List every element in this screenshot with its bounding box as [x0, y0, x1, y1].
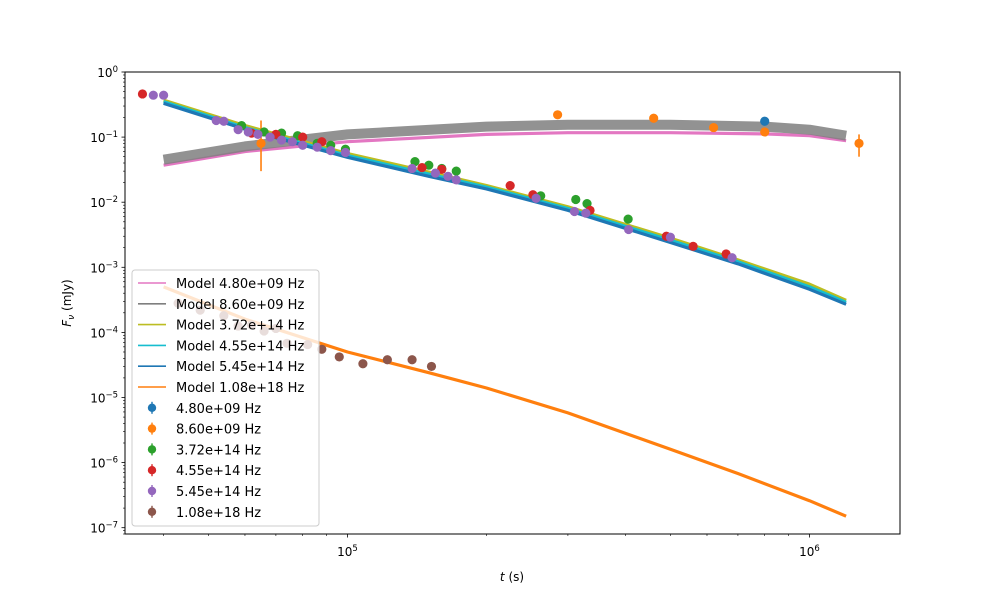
- legend-label: Model 4.80e+09 Hz: [176, 277, 304, 292]
- data-point: [624, 224, 634, 235]
- data-point: [137, 89, 148, 99]
- legend-label: Model 1.08e+18 Hz: [176, 381, 304, 396]
- data-point: [326, 146, 336, 156]
- y-tick-label: 100: [97, 65, 118, 80]
- data-point: [276, 135, 287, 145]
- y-tick-label: 10−6: [90, 456, 118, 471]
- data-point: [298, 132, 308, 142]
- legend-label: 4.80e+09 Hz: [176, 402, 261, 417]
- data-point: [256, 138, 266, 149]
- legend-box: [131, 269, 320, 527]
- data-point: [219, 116, 229, 126]
- data-point: [531, 193, 541, 203]
- data-point: [430, 168, 440, 178]
- legend-label: 4.55e+14 Hz: [176, 464, 261, 479]
- legend: Model 4.80e+09 Hz Model 8.60e+09 Hz Model …: [131, 269, 320, 527]
- data-point: [417, 162, 427, 173]
- data-point: [708, 122, 719, 133]
- data-point: [553, 110, 563, 120]
- data-point: [340, 147, 351, 158]
- data-point: [451, 166, 461, 176]
- data-point: [443, 171, 453, 181]
- legend-marker-swatch: [147, 486, 157, 496]
- data-point: [287, 137, 297, 147]
- data-point: [233, 125, 243, 135]
- data-point: [760, 127, 770, 137]
- data-point: [312, 142, 322, 152]
- data-point: [265, 132, 275, 142]
- data-point: [569, 206, 580, 217]
- legend-marker-swatch: [147, 424, 157, 433]
- data-point: [623, 214, 633, 224]
- data-point: [451, 175, 461, 185]
- x-tick-label: 105: [337, 544, 358, 559]
- y-tick-label: 10−4: [90, 325, 118, 340]
- data-point: [854, 138, 864, 149]
- legend-marker-swatch: [147, 445, 157, 454]
- data-point: [211, 115, 221, 126]
- axes-frame: [124, 71, 901, 535]
- data-point: [665, 232, 676, 242]
- y-tick-label: 10−7: [90, 521, 118, 536]
- data-point: [382, 355, 392, 365]
- axes: 105 106 10−7 10−6 10−5 10−4 10−3 10−2 10−1 100: [90, 65, 820, 559]
- y-tick-label: 10−5: [90, 390, 118, 405]
- data-point: [148, 90, 158, 100]
- legend-label: 5.45e+14 Hz: [176, 485, 261, 500]
- data-point: [571, 194, 581, 205]
- x-axis-label: t (s): [500, 570, 524, 584]
- legend-label: Model 5.45e+14 Hz: [176, 360, 304, 375]
- legend-label: 3.72e+14 Hz: [176, 443, 261, 458]
- x-tick-label: 106: [799, 544, 820, 559]
- data-point: [581, 208, 591, 218]
- data-point: [159, 90, 169, 100]
- legend-label: Model 3.72e+14 Hz: [176, 319, 304, 334]
- data-point: [688, 241, 698, 251]
- legend-marker-swatch: [147, 403, 157, 412]
- model-curve: [163, 131, 847, 167]
- data-point: [407, 355, 417, 365]
- legend-marker-swatch: [147, 507, 157, 516]
- y-axis-label: Fν (mJy): [60, 279, 77, 326]
- y-tick-label: 10−2: [90, 195, 118, 210]
- legend-label: 1.08e+18 Hz: [176, 506, 261, 521]
- data-point: [253, 129, 263, 140]
- data-point: [317, 344, 327, 354]
- data-point: [426, 361, 437, 372]
- data-point: [505, 180, 515, 191]
- legend-marker-swatch: [147, 466, 157, 475]
- data-point: [298, 140, 308, 150]
- data-point: [358, 359, 368, 369]
- legend-label: 8.60e+09 Hz: [176, 423, 261, 438]
- data-point: [243, 127, 253, 137]
- data-point: [760, 116, 770, 126]
- y-tick-label: 10−1: [90, 130, 118, 145]
- legend-label: Model 4.55e+14 Hz: [176, 339, 304, 354]
- data-point: [407, 163, 417, 174]
- data-point: [727, 253, 737, 263]
- legend-label: Model 8.60e+09 Hz: [176, 298, 304, 313]
- data-point: [649, 113, 659, 123]
- data-point: [334, 352, 344, 362]
- y-tick-label: 10−3: [90, 260, 118, 275]
